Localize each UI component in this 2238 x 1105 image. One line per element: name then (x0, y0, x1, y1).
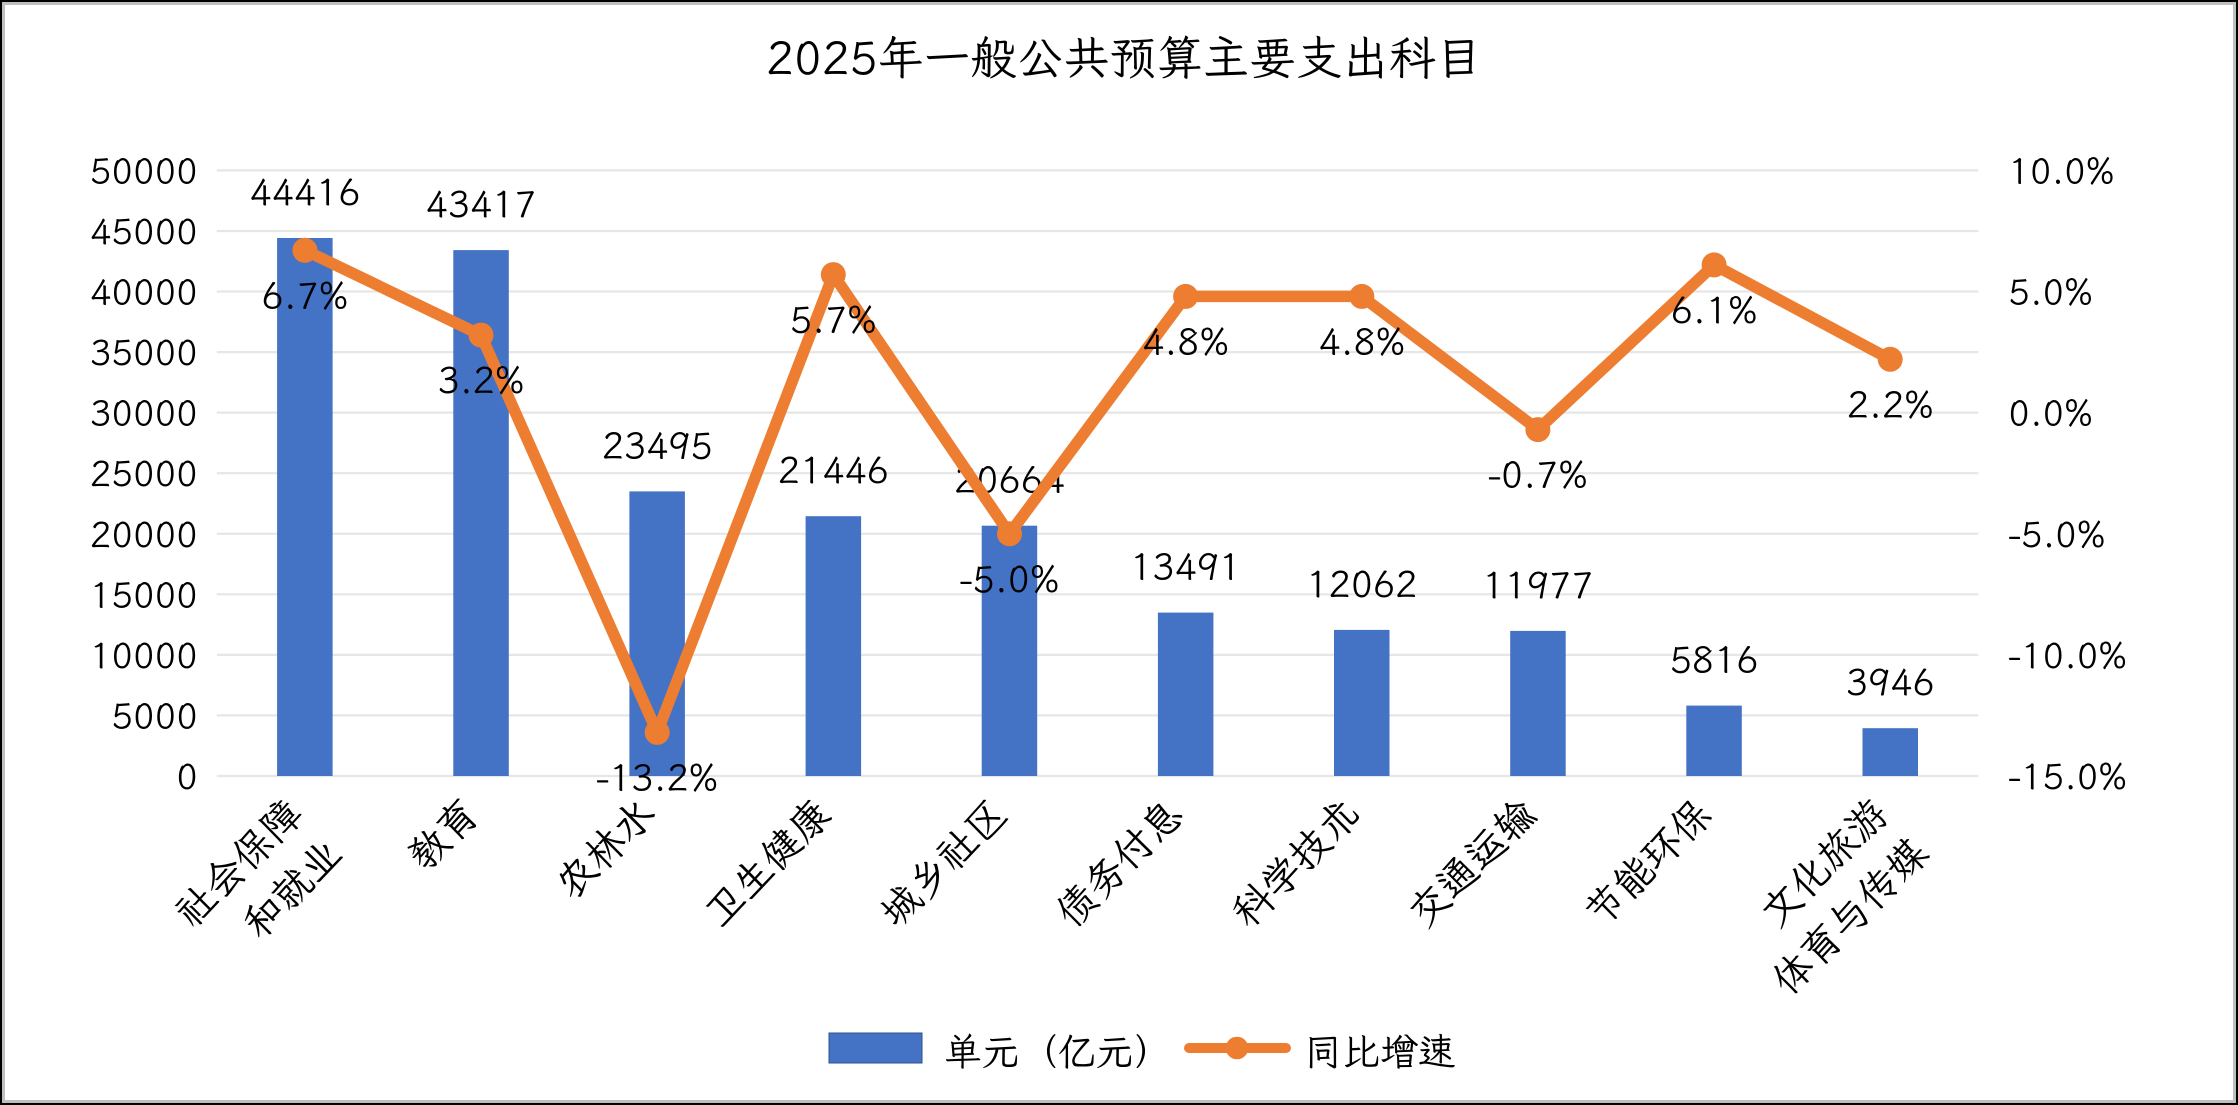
svg-text:20000: 20000 (90, 511, 198, 558)
svg-text:10000: 10000 (90, 632, 198, 679)
svg-text:6.1%: 6.1% (1671, 285, 1758, 334)
svg-text:23495: 23495 (602, 420, 713, 469)
svg-text:44416: 44416 (249, 167, 360, 216)
svg-text:11977: 11977 (1482, 560, 1593, 609)
svg-text:5000: 5000 (111, 692, 197, 739)
svg-text:-10.0%: -10.0% (2008, 632, 2127, 679)
svg-text:5816: 5816 (1670, 635, 1759, 684)
svg-text:50000: 50000 (90, 147, 198, 194)
svg-text:5.7%: 5.7% (790, 295, 877, 344)
svg-text:2.2%: 2.2% (1847, 379, 1934, 428)
svg-text:单元（亿元）: 单元（亿元） (944, 1026, 1172, 1076)
svg-text:35000: 35000 (90, 329, 198, 376)
svg-text:-5.0%: -5.0% (960, 554, 1060, 603)
svg-text:6.7%: 6.7% (261, 270, 348, 319)
svg-text:3.2%: 3.2% (438, 355, 525, 404)
svg-text:30000: 30000 (90, 390, 198, 437)
svg-text:5.0%: 5.0% (2008, 269, 2093, 316)
svg-text:10.0%: 10.0% (2008, 147, 2114, 194)
svg-text:15000: 15000 (90, 571, 198, 618)
svg-text:12062: 12062 (1306, 559, 1417, 608)
svg-text:0: 0 (176, 753, 198, 800)
svg-text:-5.0%: -5.0% (2008, 511, 2105, 558)
svg-text:4.8%: 4.8% (1318, 316, 1405, 365)
svg-text:同比增速: 同比增速 (1304, 1026, 1456, 1076)
svg-text:0.0%: 0.0% (2008, 390, 2093, 437)
svg-text:-15.0%: -15.0% (2008, 753, 2127, 800)
svg-text:2025年一般公共预算主要支出科目: 2025年一般公共预算主要支出科目 (766, 27, 1482, 88)
svg-text:45000: 45000 (90, 208, 198, 255)
svg-text:13491: 13491 (1130, 542, 1241, 591)
svg-text:21446: 21446 (778, 445, 889, 494)
svg-text:25000: 25000 (90, 450, 198, 497)
svg-text:40000: 40000 (90, 269, 198, 316)
svg-text:-13.2%: -13.2% (596, 752, 718, 801)
svg-text:-0.7%: -0.7% (1488, 450, 1588, 499)
svg-text:3946: 3946 (1846, 657, 1935, 706)
svg-text:43417: 43417 (426, 179, 537, 228)
svg-text:4.8%: 4.8% (1142, 316, 1229, 365)
